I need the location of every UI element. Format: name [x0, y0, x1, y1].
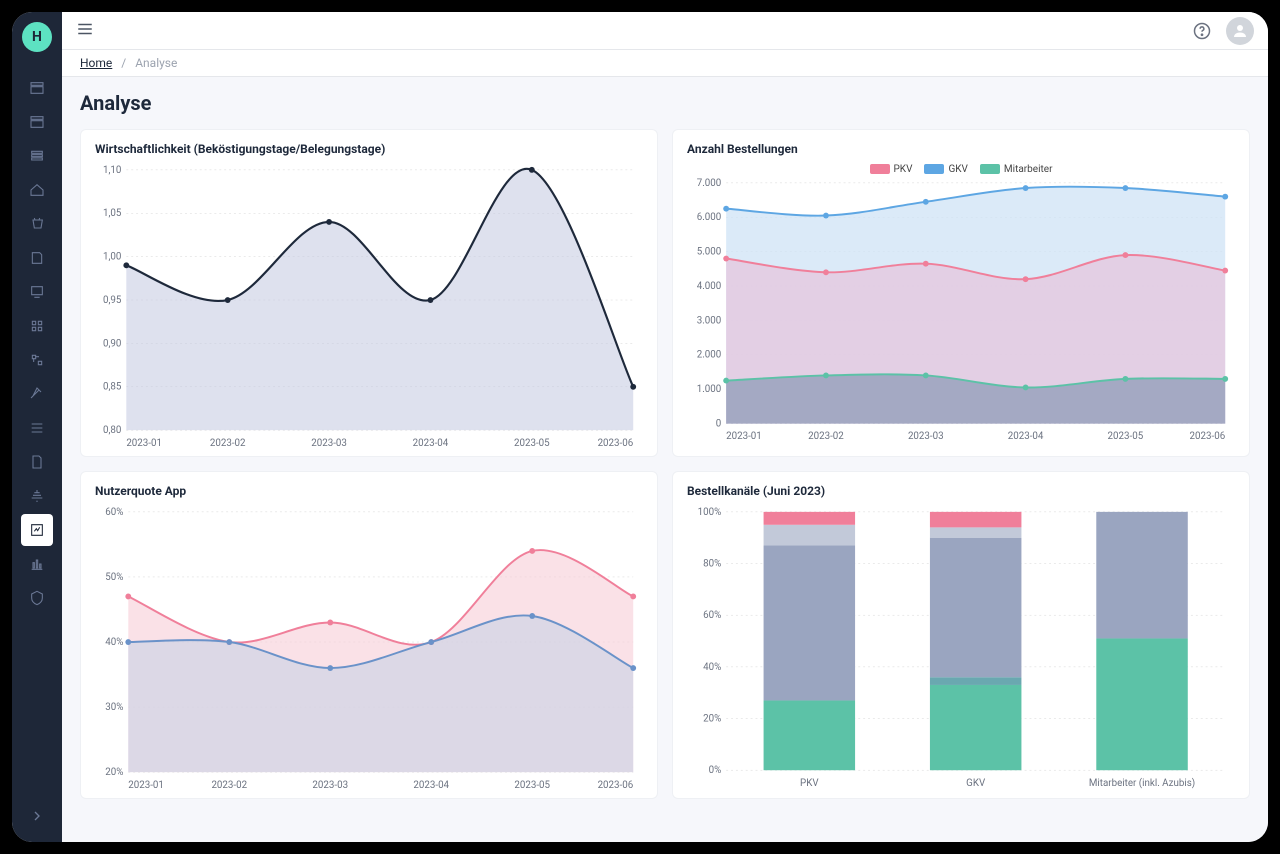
- svg-text:2023-02: 2023-02: [211, 780, 247, 790]
- svg-text:7.000: 7.000: [697, 178, 722, 189]
- chart2-title: Anzahl Bestellungen: [687, 142, 1235, 156]
- sidebar-item-11[interactable]: [21, 446, 53, 478]
- page-title: Analyse: [80, 91, 1250, 115]
- chart-grid: Wirtschaftlichkeit (Beköstigungstage/Bel…: [80, 129, 1250, 799]
- chart4-title: Bestellkanäle (Juni 2023): [687, 484, 1235, 498]
- svg-text:20%: 20%: [703, 713, 721, 724]
- svg-text:80%: 80%: [703, 558, 721, 569]
- svg-text:2023-01: 2023-01: [128, 780, 164, 790]
- svg-text:2023-05: 2023-05: [1108, 431, 1144, 441]
- app-frame: H Home / Analyse Analyse: [12, 12, 1268, 842]
- sidebar-item-12[interactable]: [21, 480, 53, 512]
- sidebar-item-2[interactable]: [21, 140, 53, 172]
- svg-text:0,90: 0,90: [103, 338, 121, 349]
- content: Analyse Wirtschaftlichkeit (Beköstigungs…: [62, 77, 1268, 842]
- sidebar-item-14[interactable]: [21, 548, 53, 580]
- svg-text:2.000: 2.000: [697, 350, 722, 361]
- sidebar-item-3[interactable]: [21, 174, 53, 206]
- chart4: 0% 20% 40% 60% 80% 100% PKV GKV Mitarbeiter (ink…: [687, 506, 1235, 790]
- svg-text:3.000: 3.000: [697, 315, 722, 326]
- svg-text:1,00: 1,00: [103, 252, 121, 263]
- help-icon[interactable]: [1188, 17, 1216, 45]
- svg-text:2023-02: 2023-02: [808, 431, 844, 441]
- svg-text:2023-01: 2023-01: [126, 438, 162, 448]
- sidebar-item-1[interactable]: [21, 106, 53, 138]
- card-bestellkanaele: Bestellkanäle (Juni 2023) 0% 20% 40% 60% 80%…: [672, 471, 1250, 799]
- breadcrumb-sep: /: [121, 56, 126, 70]
- sidebar-item-6[interactable]: [21, 276, 53, 308]
- sidebar-item-0[interactable]: [21, 72, 53, 104]
- svg-text:6.000: 6.000: [697, 212, 722, 223]
- card-bestellungen: Anzahl Bestellungen PKV GKV Mitarbeiter 0 1…: [672, 129, 1250, 457]
- sidebar-item-7[interactable]: [21, 310, 53, 342]
- svg-text:1.000: 1.000: [697, 384, 722, 395]
- legend-item: GKV: [924, 164, 967, 175]
- breadcrumb: Home / Analyse: [62, 50, 1268, 77]
- svg-text:20%: 20%: [105, 767, 123, 778]
- breadcrumb-home[interactable]: Home: [80, 56, 112, 70]
- sidebar-item-4[interactable]: [21, 208, 53, 240]
- svg-text:0,85: 0,85: [103, 382, 122, 393]
- sidebar-item-13[interactable]: [21, 514, 53, 546]
- avatar[interactable]: [1226, 17, 1254, 45]
- hamburger-icon[interactable]: [76, 20, 94, 42]
- card-wirtschaftlichkeit: Wirtschaftlichkeit (Beköstigungstage/Bel…: [80, 129, 658, 457]
- sidebar-item-9[interactable]: [21, 378, 53, 410]
- svg-text:2023-03: 2023-03: [908, 431, 944, 441]
- sidebar-item-10[interactable]: [21, 412, 53, 444]
- chart2-legend: PKV GKV Mitarbeiter: [687, 164, 1235, 175]
- svg-text:2023-06: 2023-06: [598, 780, 634, 790]
- sidebar-collapse[interactable]: [21, 800, 53, 832]
- svg-text:0%: 0%: [709, 765, 722, 776]
- card-nutzerquote: Nutzerquote App 20%30%40%50%60%2023-0120…: [80, 471, 658, 799]
- svg-text:40%: 40%: [105, 637, 123, 648]
- svg-text:2023-06: 2023-06: [1190, 431, 1226, 441]
- chart1: 0,80 0,85 0,90 0,95 1,00 1,05 1,10 2023-01 2023-…: [95, 164, 643, 448]
- svg-text:5.000: 5.000: [697, 247, 722, 258]
- svg-text:50%: 50%: [105, 572, 123, 583]
- svg-text:2023-02: 2023-02: [210, 438, 246, 448]
- svg-text:60%: 60%: [105, 507, 123, 518]
- svg-text:30%: 30%: [105, 702, 123, 713]
- sidebar-item-15[interactable]: [21, 582, 53, 614]
- svg-text:2023-03: 2023-03: [311, 438, 347, 448]
- svg-text:0: 0: [716, 419, 722, 430]
- legend-item: PKV: [870, 164, 913, 175]
- svg-text:4.000: 4.000: [697, 281, 722, 292]
- svg-text:Mitarbeiter (inkl. Azubis): Mitarbeiter (inkl. Azubis): [1089, 778, 1195, 789]
- svg-text:2023-05: 2023-05: [514, 780, 550, 790]
- chart3: 20% 30% 40% 50% 60% 2023-01 2023-02 2023-03 2023…: [95, 506, 643, 790]
- sidebar-item-5[interactable]: [21, 242, 53, 274]
- svg-text:PKV: PKV: [800, 778, 819, 789]
- svg-text:0,95: 0,95: [103, 295, 122, 306]
- main: Home / Analyse Analyse Wirtschaftlichkei…: [62, 12, 1268, 842]
- svg-text:2023-04: 2023-04: [413, 438, 449, 448]
- svg-text:2023-05: 2023-05: [514, 438, 550, 448]
- chart2: 0 1.000 2.000 3.000 4.000 5.000 6.000 7.000 2023…: [687, 177, 1235, 441]
- breadcrumb-current: Analyse: [135, 56, 177, 70]
- svg-text:2023-03: 2023-03: [312, 780, 348, 790]
- chart1-title: Wirtschaftlichkeit (Beköstigungstage/Bel…: [95, 142, 643, 156]
- legend-item: Mitarbeiter: [980, 164, 1053, 175]
- svg-text:0,80: 0,80: [103, 425, 121, 436]
- logo[interactable]: H: [22, 22, 52, 52]
- svg-text:2023-04: 2023-04: [1008, 431, 1044, 441]
- svg-text:GKV: GKV: [966, 778, 986, 789]
- sidebar: H: [12, 12, 62, 842]
- svg-text:100%: 100%: [698, 507, 722, 518]
- svg-text:60%: 60%: [703, 610, 721, 621]
- chart3-title: Nutzerquote App: [95, 484, 643, 498]
- svg-text:1,05: 1,05: [103, 208, 122, 219]
- topbar: [62, 12, 1268, 50]
- sidebar-item-8[interactable]: [21, 344, 53, 376]
- svg-text:40%: 40%: [703, 662, 721, 673]
- svg-text:2023-06: 2023-06: [598, 438, 634, 448]
- svg-text:2023-01: 2023-01: [726, 431, 762, 441]
- svg-text:2023-04: 2023-04: [413, 780, 449, 790]
- svg-text:1,10: 1,10: [103, 165, 121, 176]
